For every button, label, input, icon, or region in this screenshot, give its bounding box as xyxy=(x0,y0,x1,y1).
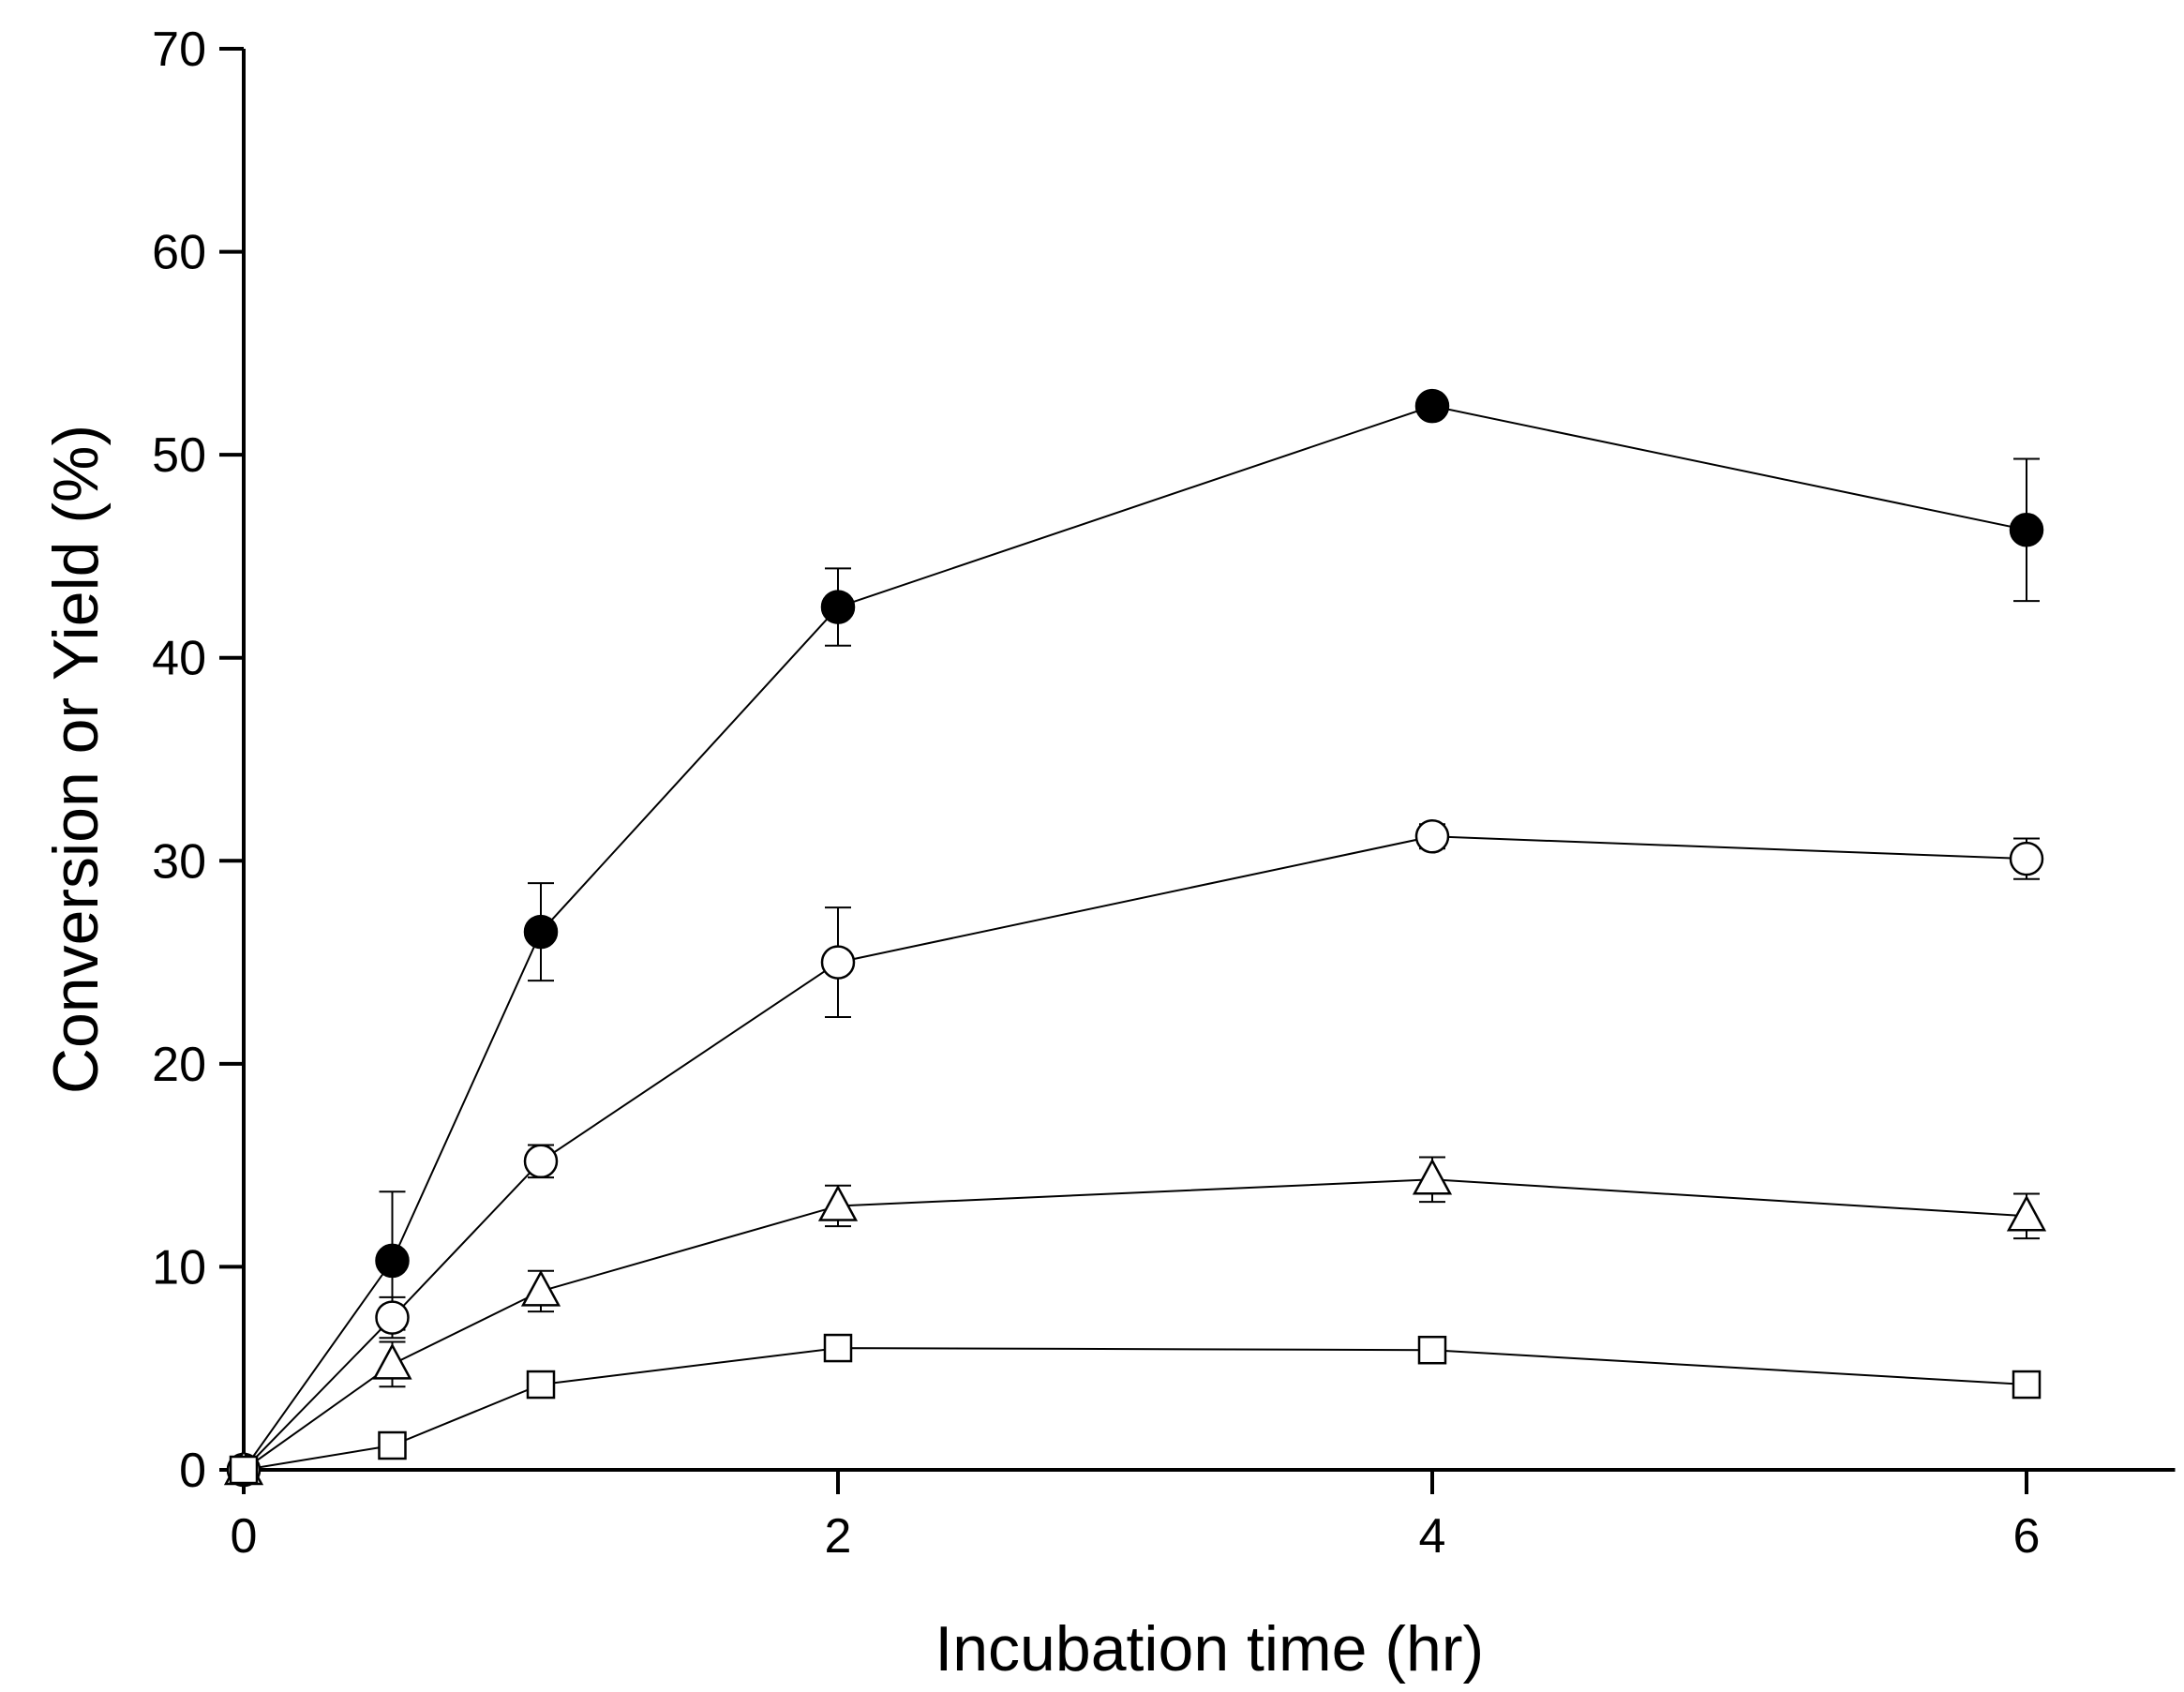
error-bars xyxy=(379,395,2040,1457)
data-point-open-triangle xyxy=(817,1184,859,1221)
data-point-open-square xyxy=(823,1333,853,1363)
series-line-1 xyxy=(243,405,2027,1471)
series-line-3 xyxy=(243,1178,2027,1471)
data-point-filled-circle xyxy=(2009,513,2044,547)
data-point-open-square xyxy=(229,1455,259,1485)
y-tick-label: 30 xyxy=(152,834,206,889)
data-point-open-circle xyxy=(2009,841,2044,876)
markers xyxy=(223,388,2047,1488)
y-tick-label: 60 xyxy=(152,226,206,280)
y-tick-label: 20 xyxy=(152,1038,206,1092)
data-point-open-square xyxy=(2012,1370,2042,1400)
series-line-4 xyxy=(243,1347,2027,1471)
data-point-open-square xyxy=(526,1370,556,1400)
data-point-filled-circle xyxy=(375,1243,410,1279)
data-point-open-circle xyxy=(375,1300,410,1335)
data-point-open-circle xyxy=(820,945,856,980)
data-point-filled-circle xyxy=(523,914,559,950)
y-tick-label: 50 xyxy=(152,428,206,483)
data-point-open-circle xyxy=(523,1144,559,1179)
series-lines xyxy=(243,405,2027,1471)
x-axis-title: Incubation time (hr) xyxy=(935,1613,1484,1685)
y-axis-title: Conversion or Yield (%) xyxy=(40,425,112,1094)
data-point-open-triangle xyxy=(372,1342,412,1380)
data-point-filled-circle xyxy=(1414,388,1450,424)
x-tick-label: 0 xyxy=(231,1509,258,1564)
series-line-2 xyxy=(243,835,2027,1471)
x-tick-label: 2 xyxy=(825,1509,852,1564)
data-point-open-square xyxy=(1417,1335,1447,1365)
data-point-open-square xyxy=(378,1430,407,1460)
data-point-open-triangle xyxy=(1412,1158,1453,1195)
y-tick-label: 10 xyxy=(152,1240,206,1295)
x-tick-label: 4 xyxy=(1419,1509,1446,1564)
data-point-open-triangle xyxy=(520,1269,561,1307)
y-tick-label: 40 xyxy=(152,632,206,686)
axes xyxy=(242,49,2176,1472)
data-point-open-circle xyxy=(1414,819,1450,854)
y-tick-label: 0 xyxy=(179,1444,206,1498)
data-point-open-triangle xyxy=(2006,1194,2047,1232)
y-tick-label: 70 xyxy=(152,22,206,77)
data-point-filled-circle xyxy=(820,590,856,624)
tick-group: 0 10 20 30 40 50 60 70 0 2 4 6 xyxy=(152,22,2040,1564)
x-tick-label: 6 xyxy=(2013,1509,2041,1564)
